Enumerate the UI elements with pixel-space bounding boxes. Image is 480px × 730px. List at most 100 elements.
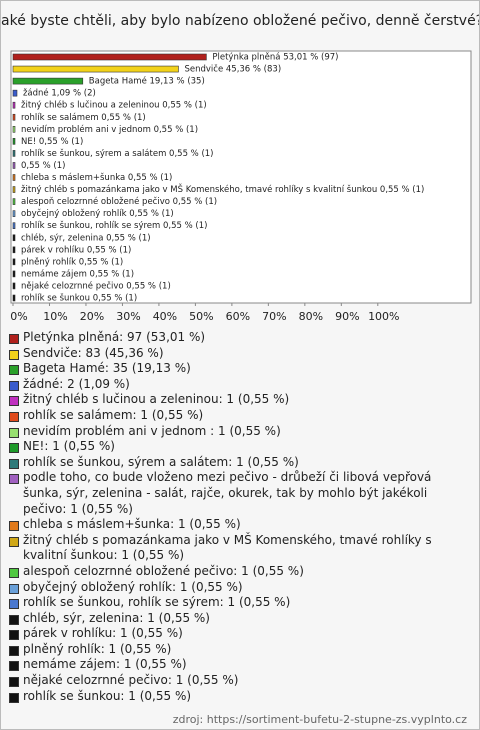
x-tick-label: 10% (43, 310, 67, 323)
legend-label: žitný chléb s pomazánkama jako v MŠ Kome… (23, 532, 432, 563)
plot-area (10, 50, 472, 304)
legend-swatch (9, 458, 19, 469)
x-tick-label: 40% (153, 310, 177, 323)
bar (12, 113, 16, 121)
legend-swatch (9, 567, 19, 578)
legend-label: chléb, sýr, zelenina: 1 (0,55 %) (23, 610, 210, 625)
bar (12, 101, 16, 109)
bar (12, 65, 179, 73)
legend-label: NE!: 1 (0,55 %) (23, 439, 115, 454)
legend-item: obyčejný obložený rohlík: 1 (0,55 %) (9, 580, 471, 596)
legend-item: rohlík se šunkou, sýrem a salátem: 1 (0,… (9, 455, 471, 471)
legend-swatch (9, 536, 19, 547)
legend-swatch (9, 661, 19, 672)
legend-label: Pletýnka plněná: 97 (53,01 %) (23, 330, 206, 344)
bar-label: nevidím problém ani v jednom 0,55 % (1) (21, 124, 198, 135)
legend-label: obyčejný obložený rohlík: 1 (0,55 %) (23, 579, 243, 594)
x-tick-label: 20% (80, 310, 104, 323)
legend-item: alespoň celozrnné obložené pečivo: 1 (0,… (9, 564, 471, 580)
x-tick-label: 60% (226, 310, 250, 323)
legend-item: NE!: 1 (0,55 %) (9, 439, 471, 455)
legend-label: Bageta Hamé: 35 (19,13 %) (23, 361, 191, 376)
legend-label: nemáme zájem: 1 (0,55 %) (23, 657, 187, 672)
legend-label: podle toho, co bude vloženo mezi pečivo … (23, 470, 432, 516)
bar (12, 222, 16, 229)
chart: Jaké byste chtěli, aby bylo nabízeno obl… (1, 13, 479, 323)
legend-item: Pletýnka plněná: 97 (53,01 %) (9, 330, 471, 346)
legend-item: nemáme zájem: 1 (0,55 %) (9, 657, 471, 673)
bar-label: obyčejný obložený rohlík 0,55 % (1) (21, 208, 174, 219)
legend-swatch (9, 583, 19, 594)
legend-label: Sendviče: 83 (45,36 %) (23, 345, 164, 360)
x-tick-label: 70% (262, 310, 286, 323)
bar (12, 53, 207, 61)
bar-label: Sendviče 45,36 % (83) (184, 64, 281, 75)
legend-label: nevidím problém ani v jednom : 1 (0,55 %… (23, 423, 281, 438)
legend-swatch (9, 521, 19, 532)
legend-swatch (9, 614, 19, 625)
legend-label: rohlík se šunkou: 1 (0,55 %) (23, 688, 192, 703)
legend-swatch (9, 365, 19, 376)
legend-item: Bageta Hamé: 35 (19,13 %) (9, 361, 471, 377)
legend-label: nějaké celozrnné pečivo: 1 (0,55 %) (23, 673, 239, 688)
legend-label: rohlík se salámem: 1 (0,55 %) (23, 407, 204, 422)
bar-label: NE! 0,55 % (1) (21, 137, 83, 147)
bar-label: žádné 1,09 % (2) (23, 88, 96, 99)
legend-item: nevidím problém ani v jednom : 1 (0,55 %… (9, 424, 471, 440)
bar (12, 150, 16, 157)
bar-label: alespoň celozrnné obložené pečivo 0,55 %… (21, 196, 217, 207)
legend-item: párek v rohlíku: 1 (0,55 %) (9, 626, 471, 642)
legend-swatch (9, 334, 19, 344)
x-tick-label: 80% (299, 310, 323, 323)
bar-label: chléb, sýr, zelenina 0,55 % (1) (21, 232, 151, 243)
bar (12, 270, 16, 278)
legend-label: rohlík se šunkou, sýrem a salátem: 1 (0,… (23, 454, 299, 469)
bar-label: chleba s máslem+šunka 0,55 % (1) (21, 172, 172, 183)
legend-swatch (9, 677, 19, 688)
bar-label: nějaké celozrnné pečivo 0,55 % (1) (21, 280, 171, 291)
bar-label: rohlík se šunkou, sýrem a salátem 0,55 %… (21, 148, 214, 159)
bar-label: rohlík se salámem 0,55 % (1) (21, 113, 146, 123)
legend-swatch (9, 411, 19, 422)
bar (12, 138, 16, 145)
bar-label: žitný chléb s pomazánkama jako v MŠ Kome… (21, 183, 424, 195)
x-tick-label: 90% (335, 310, 359, 323)
bar (12, 282, 16, 290)
legend-swatch (9, 474, 19, 485)
bar-label: 0,55 % (1) (21, 161, 65, 171)
legend-swatch (9, 427, 19, 438)
legend-label: žitný chléb s lučinou a zeleninou: 1 (0,… (23, 392, 290, 407)
legend-label: plněný rohlík: 1 (0,55 %) (23, 641, 172, 656)
bar-label: nemáme zájem 0,55 % (1) (21, 269, 134, 279)
legend-label: rohlík se šunkou, rohlík se sýrem: 1 (0,… (23, 595, 291, 610)
legend-item: plněný rohlík: 1 (0,55 %) (9, 642, 471, 658)
legend-swatch (9, 349, 19, 360)
legend-item: nějaké celozrnné pečivo: 1 (0,55 %) (9, 673, 471, 689)
legend-swatch (9, 599, 19, 610)
bar (12, 77, 84, 85)
x-tick-label: 30% (116, 310, 140, 323)
legend-swatch (9, 692, 19, 703)
legend-label: alespoň celozrnné obložené pečivo: 1 (0,… (23, 563, 304, 578)
source: zdroj: https://sortiment-bufetu-2-stupne… (172, 713, 467, 726)
bar (12, 126, 16, 133)
legend-swatch (9, 396, 19, 407)
legend-item: chleba s máslem+šunka: 1 (0,55 %) (9, 517, 471, 533)
chart-title: Jaké byste chtěli, aby bylo nabízeno obl… (1, 13, 479, 29)
legend-label: párek v rohlíku: 1 (0,55 %) (23, 626, 183, 641)
legend-item: podle toho, co bude vloženo mezi pečivo … (9, 470, 471, 517)
bar-label: rohlík se šunkou 0,55 % (1) (21, 293, 137, 304)
bar-label: žitný chléb s lučinou a zeleninou 0,55 %… (21, 100, 207, 111)
legend-label: žádné: 2 (1,09 %) (23, 376, 130, 391)
legend-item: Sendviče: 83 (45,36 %) (9, 346, 471, 362)
bar (12, 89, 18, 97)
bar-label: Bageta Hamé 19,13 % (35) (89, 76, 205, 87)
bar-label: párek v rohlíku 0,55 % (1) (21, 245, 131, 255)
legend-swatch (9, 645, 19, 656)
legend-item: rohlík se šunkou: 1 (0,55 %) (9, 689, 471, 705)
bar-label: rohlík se šunkou, rohlík se sýrem 0,55 %… (21, 220, 207, 231)
bar (12, 162, 16, 169)
bar (12, 234, 16, 242)
bar (12, 246, 16, 254)
x-tick-label: 100% (368, 310, 399, 323)
